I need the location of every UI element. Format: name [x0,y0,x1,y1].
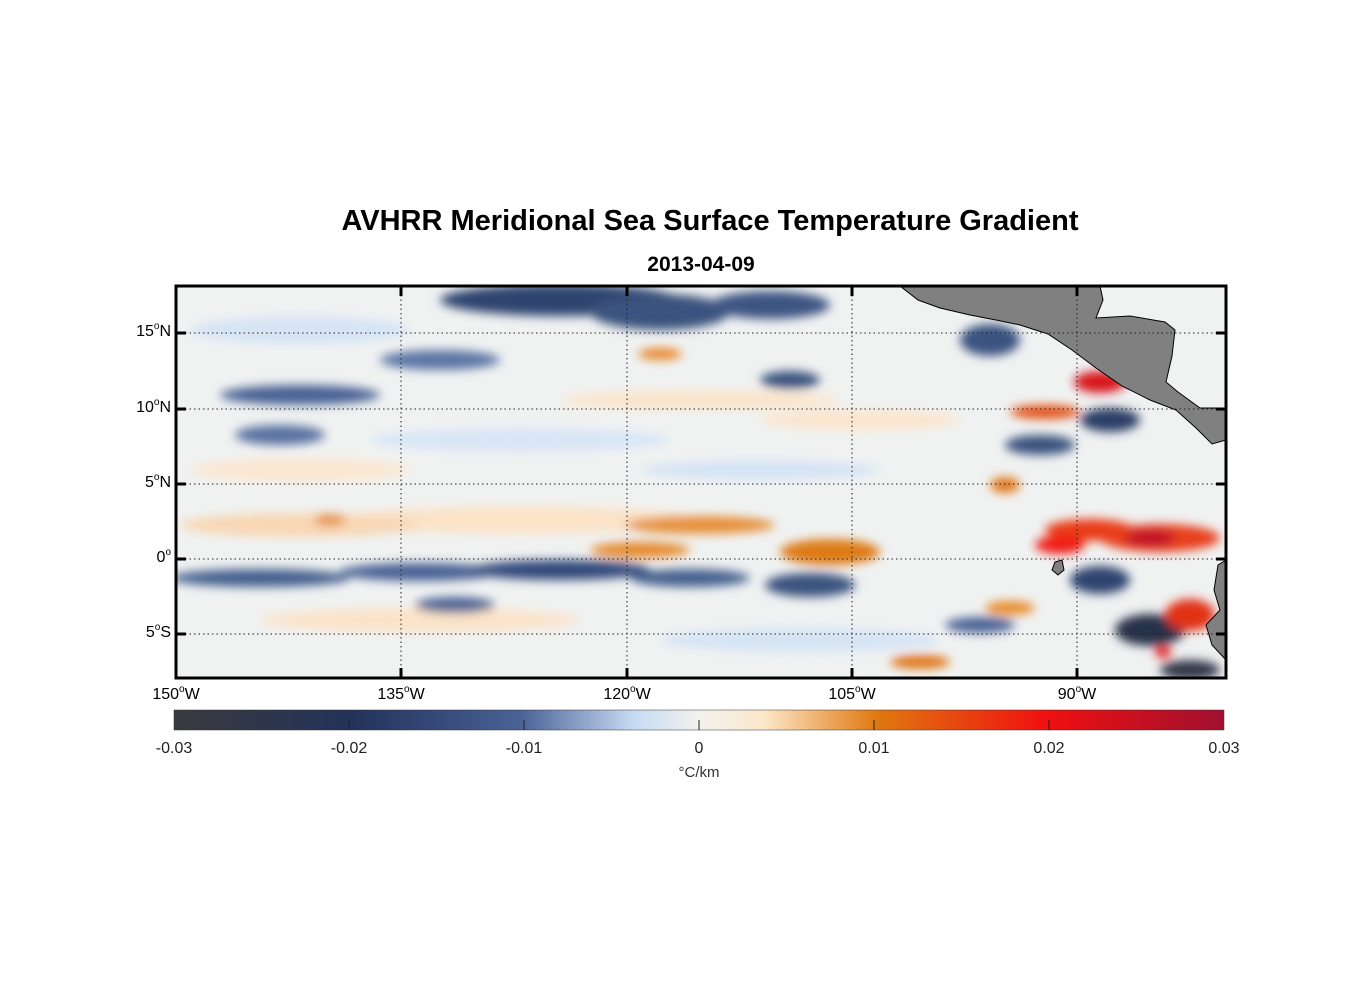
lon-label-90w: 90oW [1057,684,1097,703]
colorbar-label-neg001: -0.01 [505,740,543,757]
frame-ticks [176,286,1226,678]
lat-label-0: 0o [156,547,171,566]
lat-label-10n: 10oN [136,397,171,416]
galapagos-island [1051,559,1065,576]
lon-label-150w: 150oW [152,684,200,703]
map-field [176,286,1226,678]
colorbar-label-001: 0.01 [858,740,890,757]
map-frame [174,284,1228,680]
lat-label-5s: 5oS [145,622,171,641]
colorbar-label-neg002: -0.02 [330,740,368,757]
central-america-land [899,286,1226,445]
colorbar-label-zero: 0 [694,740,704,757]
lon-label-135w: 135oW [377,684,425,703]
colorbar-label-002: 0.02 [1033,740,1065,757]
lon-label-105w: 105oW [828,684,876,703]
colorbar-unit-label: °C/km [678,764,720,781]
map-title: AVHRR Meridional Sea Surface Temperature… [341,205,1079,237]
map-subtitle: 2013-04-09 [647,253,755,276]
colorbar-label-003: 0.03 [1208,740,1240,757]
lon-label-120w: 120oW [603,684,651,703]
colorbar-label-neg003: -0.03 [155,740,193,757]
colorbar-ticks [348,720,1050,730]
lat-label-5n: 5oN [144,472,171,491]
lat-label-15n: 15oN [136,321,171,340]
gradient-anomalies [176,286,1220,678]
